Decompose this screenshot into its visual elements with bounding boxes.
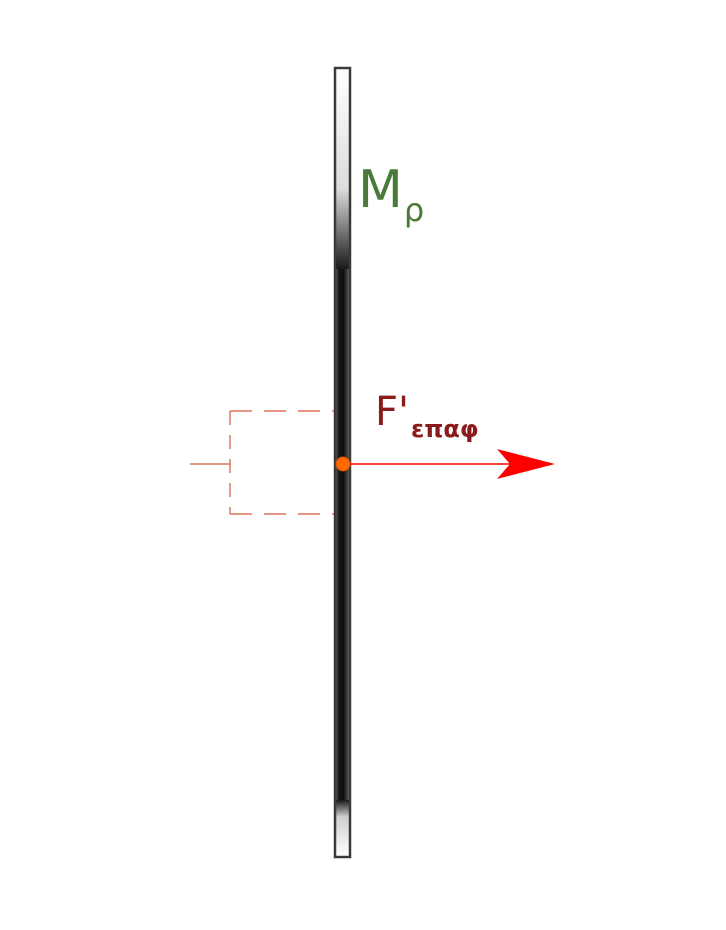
dashed-support-bracket <box>190 410 334 515</box>
force-label-subscript: επαφ <box>411 415 479 443</box>
force-label: F'επαφ <box>375 389 479 441</box>
rod-top-highlight <box>336 69 349 269</box>
mass-label-subscript: ρ <box>403 191 424 229</box>
force-label-main: F' <box>375 389 410 435</box>
force-arrow <box>343 449 555 479</box>
mass-label: Mρ <box>358 164 424 226</box>
mass-label-main: M <box>358 160 403 220</box>
force-arrow-head <box>497 449 555 479</box>
contact-point <box>335 456 351 472</box>
rod-bottom-highlight <box>336 800 349 856</box>
